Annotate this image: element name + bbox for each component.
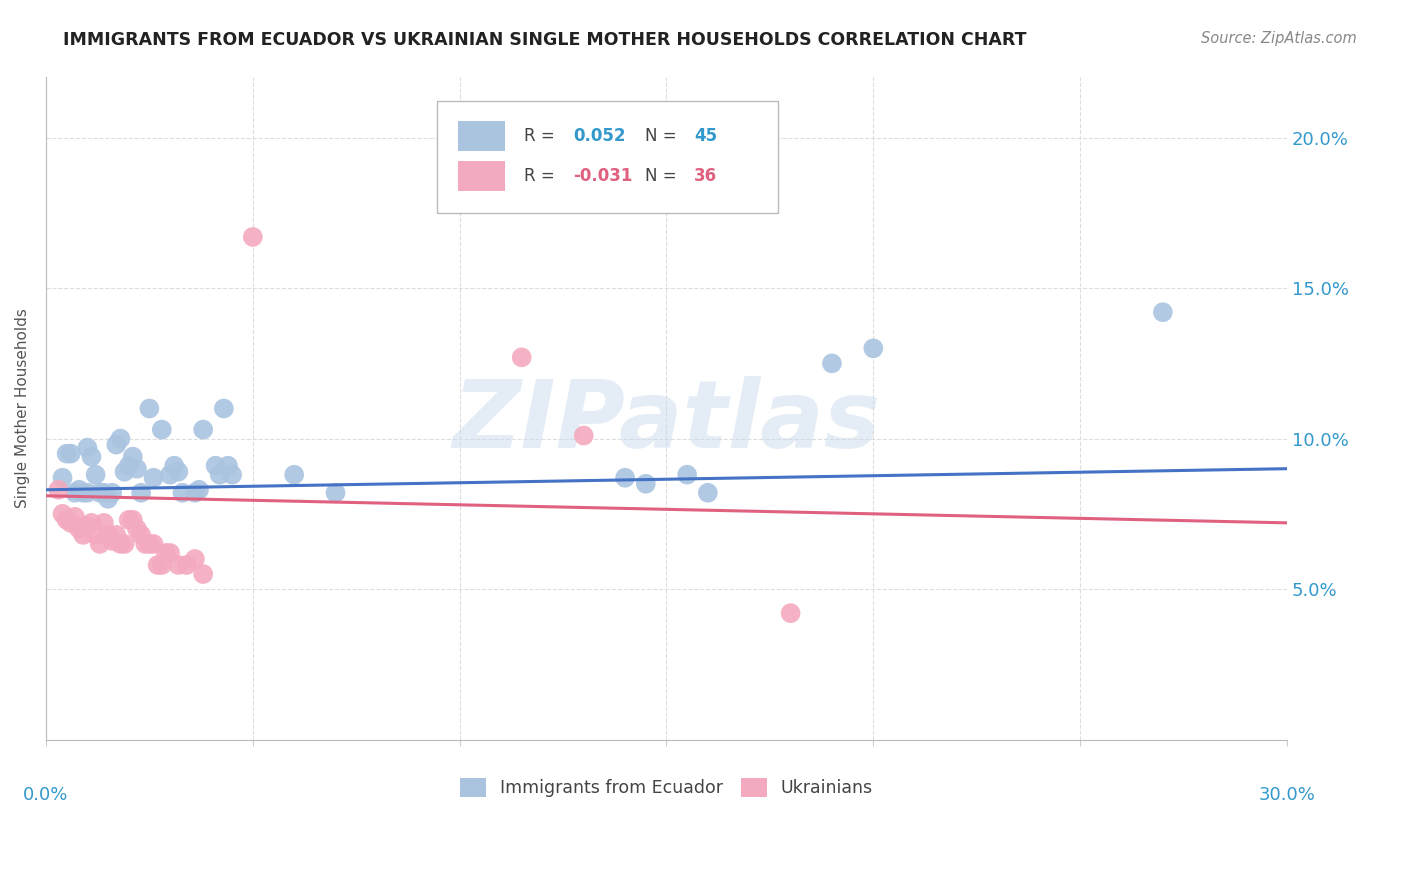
Point [146,558,169,572]
Point [51,471,73,485]
Point [138,401,160,416]
FancyBboxPatch shape [437,101,778,213]
Point [125,522,148,536]
Point [80,516,103,530]
Point [138,537,160,551]
Point [167,465,190,479]
Point [51,507,73,521]
Point [155,546,177,560]
Point [89,537,111,551]
Point [188,483,211,497]
Point [129,485,152,500]
Point [121,450,143,464]
Point [696,485,718,500]
Text: N =: N = [645,167,682,186]
Text: R =: R = [524,128,560,145]
Point [325,485,347,500]
Point [105,437,128,451]
Point [184,552,207,566]
Point [93,516,115,530]
Point [59,447,82,461]
Point [134,537,156,551]
Point [84,467,107,482]
Point [84,528,107,542]
Text: N =: N = [645,128,682,145]
Point [121,513,143,527]
Point [150,558,173,572]
Point [55,513,77,527]
Point [676,467,699,482]
Point [184,485,207,500]
Point [191,423,214,437]
Point [93,485,115,500]
FancyBboxPatch shape [458,161,505,191]
Point [159,467,181,482]
Point [105,528,128,542]
Text: 36: 36 [693,167,717,186]
Point [67,483,90,497]
Text: R =: R = [524,167,560,186]
Point [118,513,141,527]
Point [176,558,198,572]
Point [48,483,70,497]
Point [862,341,884,355]
Point [142,471,165,485]
Text: ZIPatlas: ZIPatlas [453,376,880,467]
Point [80,450,103,464]
Point [1152,305,1174,319]
Point [59,516,82,530]
Point [76,441,98,455]
Point [89,485,111,500]
Point [510,351,533,365]
Point [242,230,264,244]
Text: 0.0%: 0.0% [24,786,69,804]
Point [101,485,124,500]
Point [208,467,231,482]
Point [72,485,94,500]
Point [63,485,86,500]
Point [63,509,86,524]
Text: 30.0%: 30.0% [1258,786,1316,804]
Point [221,467,243,482]
Point [118,458,141,473]
Point [125,461,148,475]
Point [101,533,124,548]
Point [55,447,77,461]
Point [204,458,226,473]
Point [167,558,190,572]
Point [72,528,94,542]
Point [110,432,132,446]
Point [212,401,235,416]
Point [114,537,136,551]
Point [572,428,595,442]
Point [217,458,239,473]
Point [614,471,637,485]
Point [142,537,165,551]
Point [163,458,186,473]
FancyBboxPatch shape [458,121,505,152]
Text: IMMIGRANTS FROM ECUADOR VS UKRAINIAN SINGLE MOTHER HOUSEHOLDS CORRELATION CHART: IMMIGRANTS FROM ECUADOR VS UKRAINIAN SIN… [63,31,1026,49]
Point [159,546,181,560]
Point [821,356,844,370]
Text: 0.052: 0.052 [574,128,626,145]
Point [283,467,305,482]
Text: -0.031: -0.031 [574,167,633,186]
Point [114,465,136,479]
Point [76,485,98,500]
Point [129,528,152,542]
Point [110,537,132,551]
Text: 45: 45 [693,128,717,145]
Point [172,485,194,500]
Legend: Immigrants from Ecuador, Ukrainians: Immigrants from Ecuador, Ukrainians [460,778,873,797]
Text: Source: ZipAtlas.com: Source: ZipAtlas.com [1201,31,1357,46]
Y-axis label: Single Mother Households: Single Mother Households [15,309,30,508]
Point [191,567,214,582]
Point [76,519,98,533]
Point [97,491,120,506]
Point [150,423,173,437]
Point [634,476,657,491]
Point [779,606,801,620]
Point [67,522,90,536]
Point [97,528,120,542]
